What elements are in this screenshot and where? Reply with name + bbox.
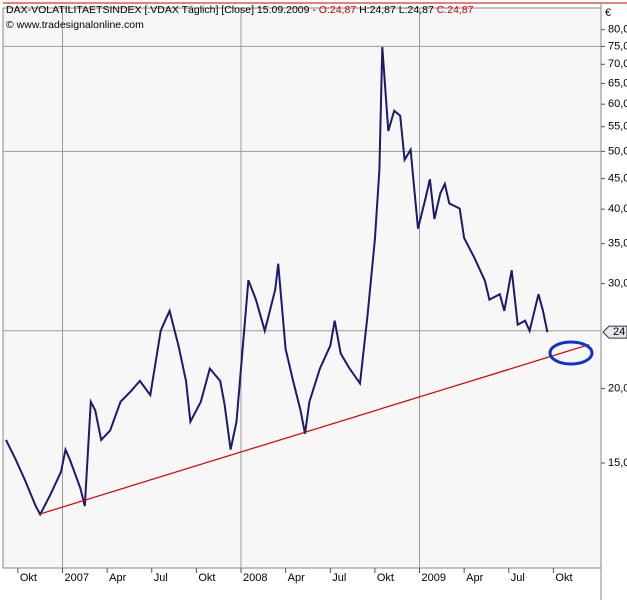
header-high-low: H:24,87 L:24,87 [356,4,437,16]
x-tick-label: Apr [288,572,305,584]
header: DAX-VOLATILITAETSINDEX [.VDAX Täglich] [… [6,4,474,16]
x-tick-label: 2009 [422,572,446,584]
y-tick-label: 35,0 [608,238,627,250]
trend-line [38,344,590,515]
x-tick-label: Jul [511,572,525,584]
plot-area [2,7,602,569]
y-tick-label: 40,0 [608,203,627,215]
x-tick-label: Okt [20,572,37,584]
last-value-label: 24 [613,326,625,338]
source: © www.tradesignalonline.com [6,19,144,31]
x-tick-label: Jul [154,572,168,584]
x-tick-label: Okt [377,572,394,584]
x-tick-label: 2008 [243,572,267,584]
y-tick-label: 50,0 [608,145,627,157]
header-close: C:24,87 [437,4,474,16]
x-tick-label: Okt [198,572,215,584]
x-tick-label: Apr [466,572,483,584]
grid [3,8,601,568]
last-value-marker [602,325,627,339]
currency: € [605,7,611,19]
x-tick-label: Apr [109,572,126,584]
y-tick-label: 80,0 [608,24,627,36]
lines [5,47,590,517]
y-tick-label: 55,0 [608,121,627,133]
header-open: O:24,87 [319,4,357,16]
x-tick-label: Jul [332,572,346,584]
y-tick-label: 65,0 [608,77,627,89]
highlight-ellipse [548,340,594,366]
y-tick-label: 15,0 [608,457,627,469]
price-line [5,47,549,517]
y-tick-label: 45,0 [608,173,627,185]
x-tick-label: Okt [555,572,572,584]
y-tick-label: 20,0 [608,382,627,394]
header-title: DAX-VOLATILITAETSINDEX [.VDAX Täglich] [… [6,4,319,16]
x-tick-label: 2007 [65,572,89,584]
y-tick-label: 70,0 [608,58,627,70]
y-tick-label: 30,0 [608,278,627,290]
y-tick-label: 75,0 [608,40,627,52]
y-tick-label: 60,0 [608,98,627,110]
